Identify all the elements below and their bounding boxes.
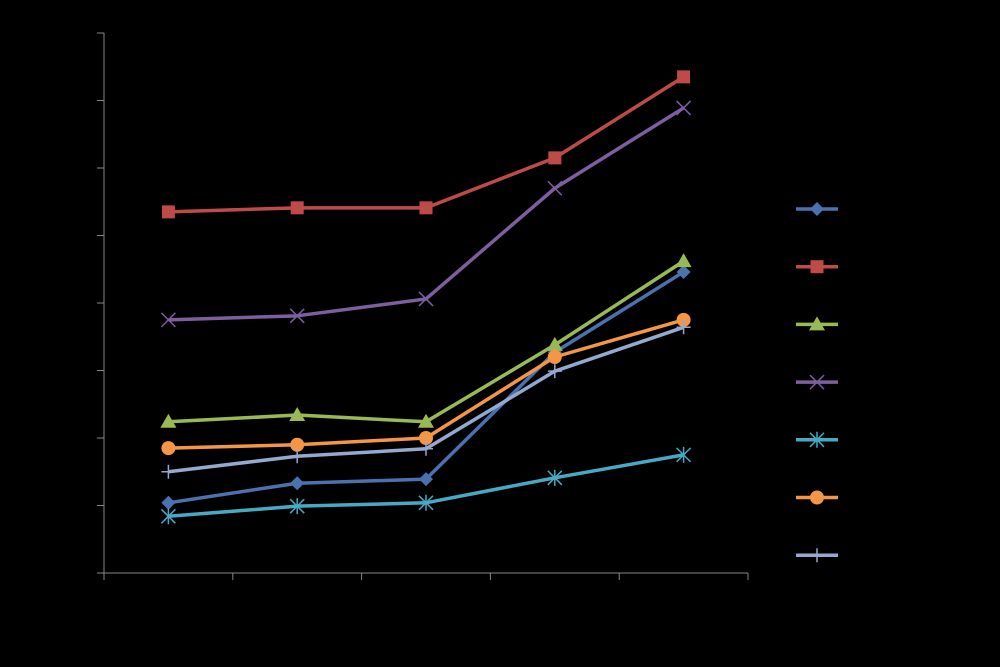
marker (675, 253, 692, 268)
marker (289, 308, 305, 324)
marker (161, 464, 176, 479)
marker (418, 413, 434, 428)
marker (161, 441, 176, 456)
legend-entry (796, 374, 838, 390)
marker (160, 508, 176, 525)
marker (160, 312, 176, 328)
legend-entry (796, 260, 838, 274)
marker (419, 431, 433, 445)
marker (676, 100, 692, 116)
marker (290, 449, 305, 464)
marker (419, 201, 433, 215)
marker (419, 441, 433, 456)
marker (677, 70, 691, 84)
marker (547, 469, 563, 486)
marker (289, 407, 306, 422)
marker (810, 202, 824, 216)
marker (161, 205, 175, 219)
legend-entry (796, 316, 838, 331)
marker (547, 364, 562, 379)
marker (809, 431, 825, 448)
marker (160, 413, 177, 428)
marker (809, 316, 825, 331)
marker (810, 260, 824, 274)
marker (809, 374, 825, 390)
legend-entry (796, 548, 838, 563)
marker (418, 494, 434, 511)
legend-entry (796, 431, 838, 448)
marker (290, 201, 304, 215)
marker (290, 437, 305, 452)
marker (419, 472, 433, 487)
legend-entry (796, 202, 838, 216)
marker (676, 264, 691, 279)
marker (290, 476, 305, 491)
marker (676, 446, 692, 463)
marker (676, 312, 691, 327)
marker (418, 291, 434, 307)
marker (547, 350, 562, 364)
marker (546, 336, 563, 351)
marker (547, 180, 563, 196)
marker (810, 548, 824, 563)
marker (289, 498, 305, 515)
marker (676, 320, 691, 335)
legend-entry (796, 490, 838, 505)
marker (161, 495, 176, 510)
marker (810, 490, 824, 505)
marker (548, 151, 562, 165)
